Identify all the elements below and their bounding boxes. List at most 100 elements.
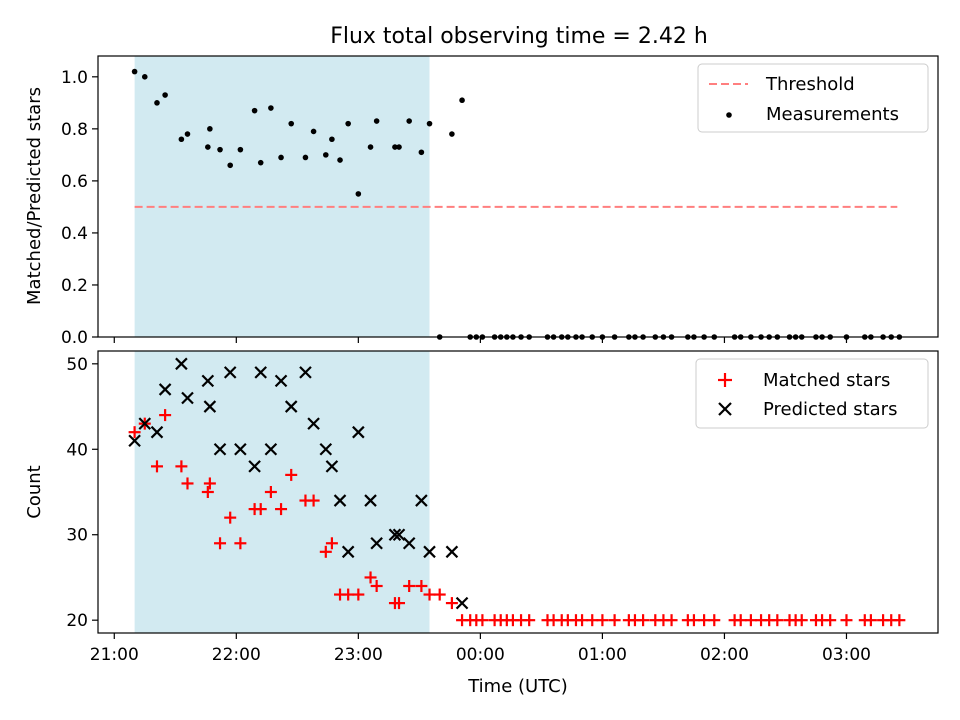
- predicted-star-point: [325, 460, 339, 473]
- ratio-y-tick-label: 0.4: [61, 224, 88, 244]
- matched-star-point: [203, 477, 216, 490]
- predicted-star-point: [150, 425, 164, 439]
- x-tick-label: 02:00: [700, 645, 749, 665]
- matched-star-point: [285, 468, 298, 481]
- matched-star-point: [403, 580, 416, 592]
- x-tick-label: 01:00: [578, 645, 627, 665]
- ratio-plot-frame: [97, 55, 939, 338]
- predicted-star-point: [128, 434, 141, 448]
- chart-title: Flux total observing time = 2.42 h: [330, 24, 708, 49]
- predicted-star-point: [402, 536, 416, 550]
- x-tick-label: 22:00: [212, 645, 261, 665]
- measurement-point: [227, 162, 234, 169]
- predicted-star-point: [234, 442, 247, 456]
- measurement-point: [355, 191, 362, 197]
- measurement-point: [178, 136, 185, 143]
- matched-star-point: [433, 588, 446, 601]
- x-axis-label: Time (UTC): [467, 676, 568, 697]
- count-y-axis: 20 30 40 50: [66, 355, 98, 631]
- matched-star-point: [744, 614, 757, 627]
- predicted-star-point: [264, 442, 278, 456]
- ratio-y-tick-label: 0.6: [61, 172, 88, 192]
- matched-stars-series: [128, 409, 906, 627]
- count-y-tick-label: 20: [66, 611, 88, 631]
- predicted-star-point: [181, 391, 194, 405]
- matched-star-point: [840, 614, 853, 627]
- measurement-point: [392, 144, 398, 150]
- predicted-star-point: [341, 545, 355, 559]
- ratio-y-tick-label: 0.2: [61, 276, 88, 296]
- measurement-point: [131, 68, 138, 75]
- x-tick-label: 21:00: [90, 645, 139, 665]
- matched-star-point: [264, 486, 277, 498]
- matched-star-point: [275, 503, 288, 516]
- matched-star-point: [637, 614, 650, 627]
- measurements-legend-swatch: [726, 112, 732, 118]
- measurement-point: [268, 105, 274, 111]
- predicted-star-point: [201, 374, 215, 388]
- predicted-star-point: [455, 596, 469, 610]
- measurement-point: [426, 120, 433, 127]
- predicted-legend-swatch: [718, 402, 732, 416]
- predicted-legend-label: Predicted stars: [763, 399, 897, 420]
- predicted-star-point: [284, 400, 298, 413]
- measurement-point: [345, 120, 351, 127]
- matched-star-point: [393, 597, 406, 610]
- matched-star-point: [734, 614, 747, 627]
- count-y-tick-label: 40: [66, 440, 88, 460]
- matched-star-point: [342, 588, 355, 601]
- count-panel: 20 30 40 50 21:00 22:00 23:00 00:00 01:00 02:00 0…: [24, 350, 939, 697]
- count-y-tick-label: 50: [66, 355, 88, 375]
- ratio-y-axis-label: Matched/Predicted stars: [24, 87, 45, 305]
- matched-star-point: [698, 614, 711, 627]
- matched-star-point: [415, 580, 428, 592]
- predicted-star-point: [254, 366, 267, 379]
- measurement-point: [337, 157, 343, 163]
- count-y-tick-label: 30: [66, 526, 88, 546]
- matched-star-point: [319, 545, 332, 558]
- predicted-star-point: [138, 417, 152, 430]
- measurement-point: [449, 131, 455, 137]
- measurement-point: [418, 149, 425, 156]
- predicted-star-point: [319, 442, 333, 456]
- matched-star-point: [824, 614, 837, 627]
- predicted-star-point: [333, 494, 347, 507]
- measurement-point: [278, 154, 284, 161]
- ratio-x-ticks: [113, 337, 848, 343]
- measurement-point: [205, 144, 211, 150]
- ratio-y-tick-label: 0.0: [61, 328, 88, 348]
- ratio-y-tick-label: 1.0: [61, 68, 88, 88]
- measurement-point: [396, 144, 402, 150]
- matched-star-point: [576, 614, 589, 627]
- matched-star-point: [234, 537, 247, 550]
- measurement-point: [141, 74, 148, 80]
- matched-star-point: [128, 426, 141, 439]
- ratio-y-tick-label: 0.8: [61, 120, 88, 140]
- predicted-star-point: [423, 545, 436, 559]
- matched-star-point: [423, 588, 436, 601]
- ratio-panel: 0.0 0.2 0.4 0.6 0.8 1.0 Matched/Predicted sta…: [24, 55, 939, 348]
- matched-star-point: [214, 537, 227, 550]
- predicted-star-point: [248, 460, 261, 473]
- matched-star-point: [201, 486, 214, 498]
- observing-window-shade: [134, 56, 430, 337]
- count-legend-box: [695, 358, 929, 429]
- measurement-point: [310, 128, 317, 135]
- matched-star-point: [687, 614, 700, 627]
- predicted-star-point: [392, 528, 406, 542]
- matched-star-point: [364, 571, 377, 584]
- measurement-point: [373, 118, 380, 124]
- predicted-star-point: [223, 366, 237, 379]
- matched-star-point: [325, 537, 338, 550]
- measurement-point: [154, 100, 160, 106]
- matched-star-point: [665, 614, 678, 627]
- predicted-star-point: [388, 528, 402, 542]
- matched-star-point: [608, 614, 621, 627]
- measurement-point: [302, 154, 309, 161]
- predicted-star-point: [415, 494, 428, 507]
- ratio-legend: Threshold Measurements: [697, 63, 929, 133]
- measurement-point: [367, 144, 374, 150]
- matched-star-point: [370, 580, 383, 592]
- matched-legend-label: Matched stars: [763, 370, 890, 391]
- x-tick-label: 03:00: [822, 645, 871, 665]
